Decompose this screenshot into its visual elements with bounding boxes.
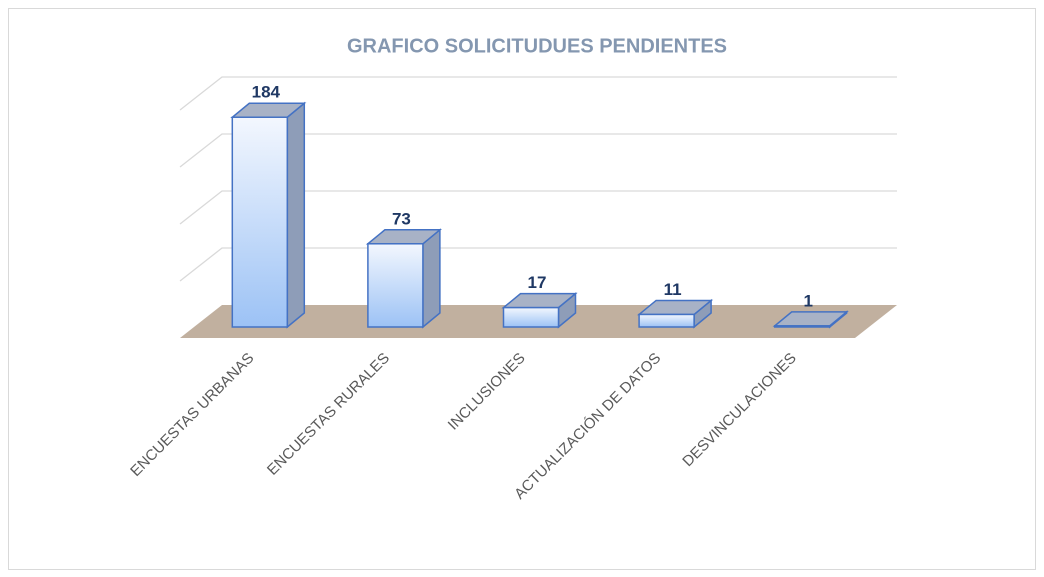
data-label: 17 [528,273,547,292]
data-label: 73 [392,209,411,228]
grid-line [179,190,897,225]
bar [501,292,578,329]
bar-front [638,313,695,328]
bar-front [231,116,289,328]
bar-side [286,101,306,329]
bar-front [367,243,424,328]
grid-line [179,247,897,282]
grid-line [179,133,897,168]
bar [230,101,307,329]
grid-line [179,76,897,111]
data-label: 1 [803,291,812,310]
bar [772,310,849,329]
bar-front [502,306,560,328]
chart-title: GRAFICO SOLICITUDUES PENDIENTES [347,35,727,57]
data-label: 11 [664,280,682,299]
chart-frame [8,8,1036,570]
bar [365,228,442,329]
bar-side [422,228,441,329]
bar-front [773,325,831,328]
data-label: 184 [252,83,281,102]
bar [637,298,714,329]
